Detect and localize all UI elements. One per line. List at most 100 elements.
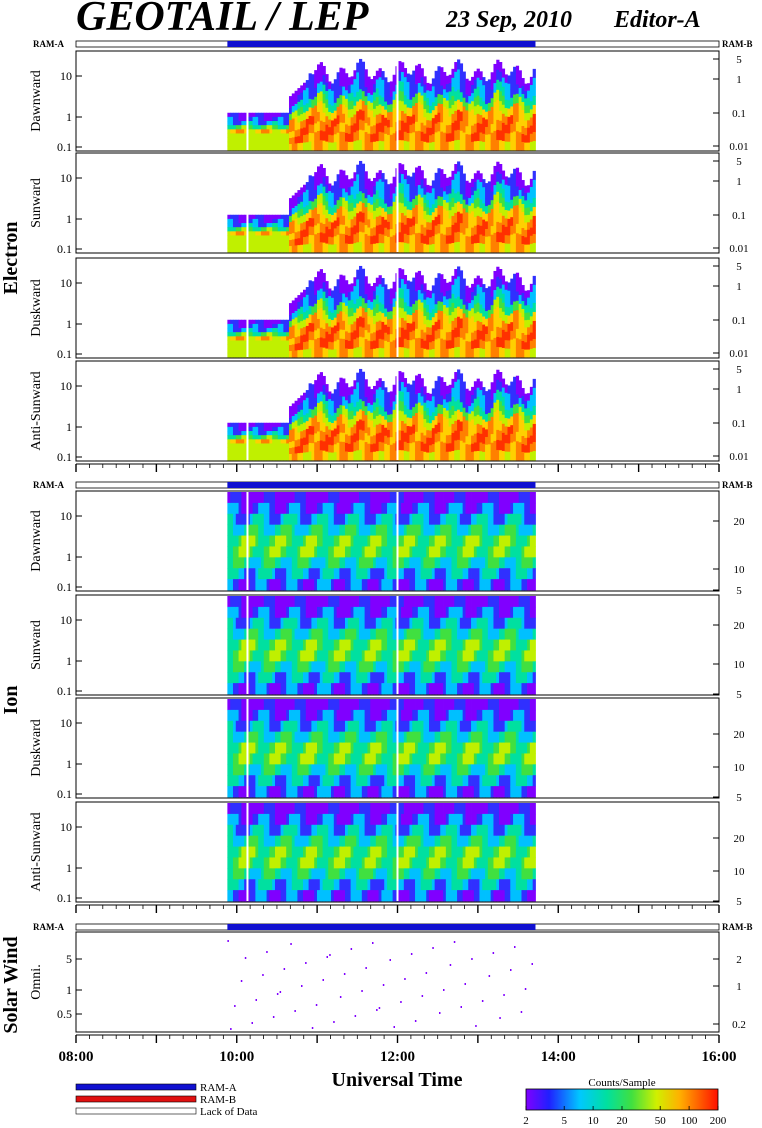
spectrogram-cell	[347, 195, 352, 204]
spectrogram-cell	[448, 418, 452, 427]
spectrogram-cell	[426, 430, 430, 439]
spectrogram-cell	[437, 131, 441, 142]
spectrogram-cell	[274, 218, 279, 224]
spectrogram-cell	[303, 297, 307, 306]
spectrogram-cell	[417, 242, 422, 253]
spectrogram-cell	[367, 291, 371, 301]
ram-a-label: RAM-A	[33, 922, 64, 932]
spectrogram-cell	[499, 298, 503, 309]
spectrogram-cell	[277, 137, 281, 143]
spectrogram-cell	[305, 205, 309, 214]
spectrogram-cell	[294, 513, 298, 526]
spectrogram-cell	[476, 378, 480, 389]
spectrogram-cell	[406, 331, 410, 341]
spectrogram-cell	[468, 295, 472, 304]
spectrogram-cell	[235, 546, 239, 558]
spectrogram-cell	[482, 492, 486, 504]
spectrogram-cell	[487, 444, 492, 453]
spectrogram-cell	[518, 234, 522, 244]
spectrogram-cell	[515, 385, 520, 395]
spectrogram-cell	[378, 320, 382, 331]
spectrogram-cell	[434, 304, 438, 314]
spectrogram-cell	[339, 568, 343, 580]
spectrogram-cell	[499, 317, 503, 329]
spectrogram-cell	[333, 220, 338, 229]
spectrogram-cell	[305, 228, 309, 237]
spectrogram-cell	[249, 332, 253, 337]
spectrogram-cell	[297, 231, 301, 239]
spectrogram-cell	[311, 235, 315, 244]
spectrogram-cell	[415, 74, 419, 85]
spectrogram-cell	[406, 184, 410, 193]
spectrogram-cell	[291, 422, 295, 429]
spectrogram-cell	[471, 395, 475, 404]
spectrogram-cell	[468, 205, 472, 214]
spectrogram-cell	[426, 334, 430, 343]
spectrogram-cell	[437, 535, 441, 547]
spectrogram-cell	[319, 401, 323, 412]
spectrogram-cell	[359, 181, 363, 192]
spectrogram-cell	[521, 452, 525, 461]
spectrogram-cell	[431, 404, 436, 413]
spectrogram-cell	[490, 80, 494, 90]
spectrogram-cell	[277, 513, 281, 526]
spectrogram-cell	[255, 239, 259, 245]
spectrogram-cell	[490, 546, 494, 558]
spectrogram-cell	[392, 434, 396, 444]
spectrogram-cell	[524, 193, 528, 201]
spectrogram-cell	[473, 546, 478, 558]
spectrogram-cell	[437, 502, 441, 515]
spectrogram-cell	[319, 183, 323, 194]
spectrogram-cell	[258, 546, 262, 558]
spectrogram-cell	[527, 200, 531, 208]
spectrogram-cell	[431, 236, 436, 245]
spectrogram-cell	[499, 130, 503, 141]
spectrogram-cell	[434, 424, 438, 435]
spectrogram-cell	[350, 579, 354, 591]
spectrogram-cell	[241, 344, 245, 350]
spectrogram-cell	[457, 492, 461, 504]
spectrogram-cell	[269, 352, 273, 358]
spectrogram-cell	[263, 344, 267, 350]
spectrogram-cell	[303, 502, 307, 515]
spectrogram-cell	[227, 247, 231, 253]
spectrogram-cell	[420, 122, 424, 133]
spectrogram-cell	[448, 176, 452, 186]
spectrogram-cell	[524, 91, 528, 99]
spectrogram-cell	[443, 557, 447, 569]
spectrogram-cell	[417, 412, 422, 423]
spectrogram-cell	[303, 184, 307, 193]
spectrogram-cell	[387, 546, 391, 558]
spectrogram-cell	[336, 287, 340, 297]
spectrogram-cell	[487, 568, 492, 580]
spectrogram-cell	[336, 434, 340, 444]
spectrogram-cell	[336, 98, 340, 108]
spectrogram-cell	[482, 316, 486, 325]
y-tick-label: 1	[66, 317, 72, 331]
spectrogram-cell	[524, 207, 528, 216]
spectrogram-cell	[490, 141, 494, 151]
spectrogram-cell	[286, 422, 290, 428]
spectrogram-cell	[241, 125, 245, 130]
spectrogram-cell	[381, 442, 385, 452]
spectrogram-cell	[314, 277, 318, 287]
spectrogram-cell	[434, 190, 438, 200]
spectrogram-cell	[246, 332, 251, 337]
spectrogram-cell	[532, 86, 536, 97]
spectrogram-cell	[459, 513, 464, 526]
spectrogram-cell	[398, 492, 402, 504]
spectrogram-cell	[454, 308, 458, 319]
spectrogram-cell	[260, 443, 265, 448]
spectrogram-cell	[266, 443, 270, 448]
spectrogram-cell	[370, 204, 374, 213]
spectrogram-cell	[238, 344, 242, 350]
spectrogram-cell	[227, 439, 231, 444]
spectrogram-cell	[311, 443, 315, 452]
spectrogram-cell	[314, 294, 318, 305]
spectrogram-cell	[451, 546, 455, 558]
spectrogram-cell	[451, 502, 455, 515]
spectrogram-cell	[529, 348, 534, 358]
spectrogram-cell	[277, 524, 281, 536]
spectrogram-cell	[454, 120, 458, 131]
spectrogram-cell	[350, 402, 354, 412]
